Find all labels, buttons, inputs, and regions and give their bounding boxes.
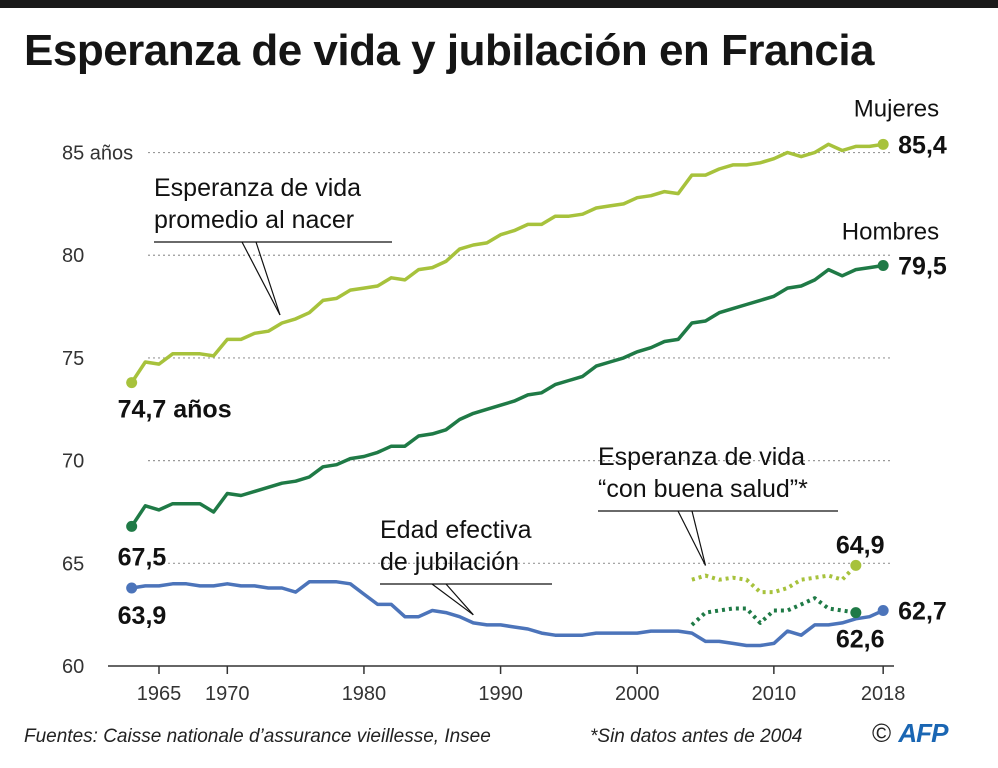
end-marker-2: [877, 605, 889, 617]
annotation-0-line-1: promedio al nacer: [154, 206, 354, 234]
start-marker-2: [126, 582, 138, 594]
end-marker-4: [850, 607, 862, 619]
x-tick-label-2018: 2018: [861, 683, 906, 705]
x-tick-label-1965: 1965: [137, 683, 182, 705]
end-marker-0: [877, 138, 889, 150]
label-layer: Mujeres 85,4 74,7 años Hombres 79,5 67,5 62,7 6…: [118, 95, 947, 653]
series-layer: [126, 138, 889, 648]
series-label-1-name: Hombres: [842, 219, 939, 246]
end-marker-1: [877, 260, 889, 271]
series-label-0-start: 74,7 años: [118, 396, 232, 424]
series-line-0: [130, 142, 884, 384]
y-tick-label-75: 75: [62, 348, 84, 370]
credit: © AFP: [872, 718, 948, 749]
source-text: Fuentes: Caisse nationale d’assurance vi…: [24, 726, 491, 747]
afp-logo: AFP: [898, 718, 948, 748]
y-tick-label-65: 65: [62, 553, 84, 575]
x-tick-label-1990: 1990: [478, 683, 523, 705]
end-marker-3: [850, 559, 862, 571]
series-label-3-end: 64,9: [836, 531, 885, 559]
footnote-text: *Sin datos antes de 2004: [590, 726, 803, 747]
series-label-0-end: 85,4: [898, 131, 947, 159]
x-tick-label-2000: 2000: [615, 683, 660, 705]
y-tick-label-60: 60: [62, 656, 84, 678]
annotation-2-line-0: Esperanza de vida: [598, 443, 805, 471]
annotation-1: Edad efectiva de jubilación: [380, 516, 552, 616]
annotation-2-pointer-b: [691, 510, 707, 566]
annotation-1-pointer-b: [445, 583, 474, 616]
start-marker-1: [126, 520, 138, 532]
annotation-1-pointer: [431, 583, 474, 616]
series-label-2-start: 63,9: [118, 602, 167, 630]
chart-title: Esperanza de vida y jubilación en Franci…: [24, 26, 875, 75]
annotation-2: Esperanza de vida “con buena salud”*: [598, 443, 838, 566]
series-label-1-end: 79,5: [898, 253, 947, 281]
axis-layer: 60 65 70 75 80 85 años 1965 1970 1980 1990 2000 201…: [62, 143, 905, 705]
copyright-symbol: ©: [872, 718, 892, 748]
series-line-2: [131, 580, 884, 648]
series-label-1-start: 67,5: [118, 543, 167, 571]
series-label-2-end: 62,7: [898, 598, 947, 626]
y-tick-label-70: 70: [62, 451, 84, 473]
series-label-4-end: 62,6: [836, 626, 885, 654]
series-label-0-name: Mujeres: [854, 95, 939, 122]
series-line-1: [130, 263, 884, 528]
x-tick-label-1970: 1970: [205, 683, 250, 705]
annotation-layer: Esperanza de vida promedio al nacer Edad e…: [154, 174, 838, 616]
annotation-0: Esperanza de vida promedio al nacer: [154, 174, 392, 316]
series-line-3: [691, 564, 858, 595]
annotation-0-line-0: Esperanza de vida: [154, 174, 361, 202]
y-tick-label-85: 85 años: [62, 143, 133, 165]
x-tick-label-1980: 1980: [342, 683, 387, 705]
annotation-1-line-1: de jubilación: [380, 548, 519, 576]
annotation-2-line-1: “con buena salud”*: [598, 475, 808, 503]
annotation-0-pointer: [241, 241, 281, 316]
top-bar: [0, 0, 998, 8]
annotation-0-pointer-b: [255, 241, 281, 316]
start-marker-0: [126, 377, 138, 389]
y-tick-label-80: 80: [62, 245, 84, 267]
annotation-2-pointer: [677, 510, 707, 566]
series-line-4: [690, 596, 857, 627]
grid-layer: [148, 151, 892, 564]
annotation-1-line-0: Edad efectiva: [380, 516, 532, 544]
x-tick-label-2010: 2010: [752, 683, 797, 705]
